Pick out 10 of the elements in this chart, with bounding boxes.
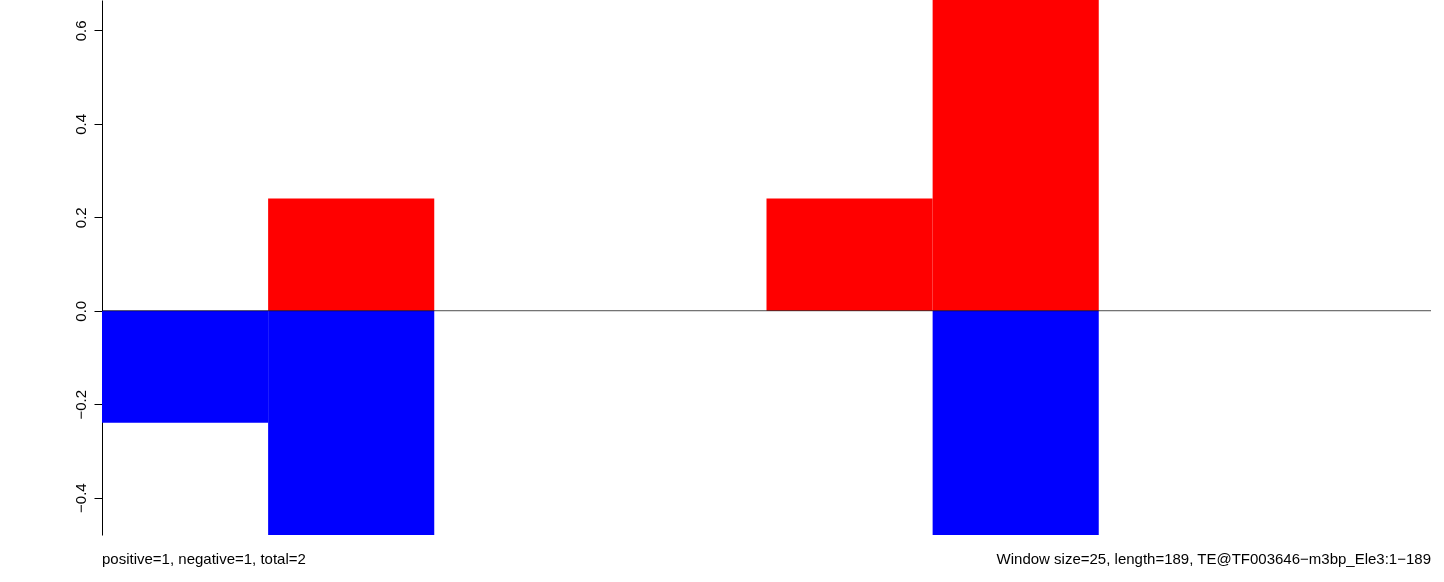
bar xyxy=(932,310,1099,535)
text: positive=1, negative=1, total=2 xyxy=(102,550,306,567)
y-tick-label: 0.2 xyxy=(71,207,89,229)
y-tick-label: −0.2 xyxy=(71,389,89,420)
bar xyxy=(268,198,435,311)
y-tick-label: −0.4 xyxy=(71,483,89,513)
y-tick-label: 0.4 xyxy=(71,113,89,135)
y-tick-label: 0.6 xyxy=(71,20,89,42)
y-tick-label: 0.0 xyxy=(71,300,89,322)
text: Window size=25, length=189, TE@TF003646−m3bp_Ele3:1−189 xyxy=(996,550,1431,567)
